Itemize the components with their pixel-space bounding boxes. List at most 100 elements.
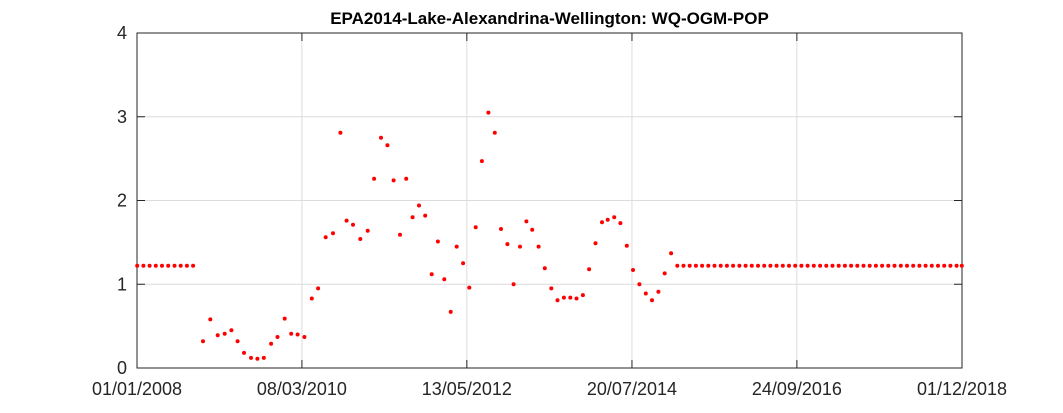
data-point — [892, 263, 897, 268]
data-point — [172, 263, 177, 268]
data-point — [718, 263, 723, 268]
data-point — [693, 263, 698, 268]
data-point — [222, 331, 227, 336]
data-point — [774, 263, 779, 268]
chart-title: EPA2014-Lake-Alexandrina-Wellington: WQ-… — [330, 9, 769, 28]
data-point — [724, 263, 729, 268]
data-point — [160, 263, 164, 268]
data-point — [358, 237, 363, 241]
data-point — [398, 232, 402, 237]
data-point — [467, 285, 472, 290]
data-point — [492, 130, 497, 135]
data-point — [780, 263, 785, 268]
data-point — [249, 355, 253, 360]
data-point — [338, 130, 343, 135]
data-point — [166, 263, 171, 268]
data-point — [929, 263, 934, 268]
data-point — [391, 178, 396, 183]
data-point — [675, 263, 680, 268]
data-point — [942, 263, 947, 268]
data-point — [824, 263, 829, 268]
data-point — [580, 293, 585, 298]
data-point — [650, 298, 654, 303]
data-point — [404, 176, 409, 181]
y-tick-label: 0 — [117, 358, 127, 378]
data-point — [954, 263, 959, 268]
x-tick-label: 13/05/2012 — [422, 379, 512, 399]
data-point — [417, 203, 421, 208]
data-point — [605, 217, 610, 222]
data-point — [499, 227, 503, 231]
data-point — [687, 263, 692, 268]
data-point — [255, 356, 260, 361]
data-point — [861, 263, 866, 268]
data-points — [135, 110, 964, 361]
data-point — [365, 228, 370, 233]
data-point — [643, 291, 648, 296]
data-point — [461, 261, 466, 266]
data-point — [385, 143, 390, 148]
data-point — [536, 244, 541, 249]
data-point — [911, 263, 916, 268]
data-point — [302, 335, 307, 339]
data-point — [309, 296, 314, 301]
data-point — [242, 350, 246, 355]
data-point — [842, 263, 847, 268]
data-point — [235, 339, 240, 344]
data-point — [511, 282, 516, 287]
data-point — [587, 267, 592, 272]
y-tick-label: 4 — [117, 23, 127, 43]
data-point — [147, 263, 152, 268]
data-point — [153, 263, 158, 268]
data-point — [624, 243, 629, 248]
data-point — [269, 341, 274, 346]
data-point — [423, 213, 428, 218]
data-point — [799, 263, 804, 268]
plot-frame — [136, 32, 963, 369]
data-point — [612, 215, 617, 220]
data-point — [886, 263, 891, 268]
data-point — [574, 296, 579, 301]
data-point — [201, 339, 205, 344]
data-point — [505, 242, 510, 247]
y-tick-labels: 0 1 2 3 4 — [117, 23, 127, 378]
x-tick-label: 01/01/2008 — [92, 379, 182, 399]
data-point — [524, 219, 529, 224]
data-point — [600, 220, 604, 225]
data-point — [379, 135, 383, 140]
data-point — [959, 263, 964, 268]
data-point — [549, 286, 554, 291]
data-point — [656, 289, 661, 294]
x-tick-label: 20/07/2014 — [587, 379, 677, 399]
data-point — [454, 244, 459, 249]
x-tick-labels: 01/01/2008 08/03/2010 13/05/2012 20/07/2014… — [92, 379, 1007, 399]
data-point — [555, 298, 560, 303]
data-point — [344, 218, 349, 223]
data-point — [568, 295, 573, 300]
x-tick-label: 01/12/2018 — [917, 379, 1007, 399]
data-point — [518, 244, 522, 249]
data-point — [316, 286, 321, 291]
data-point — [737, 263, 742, 268]
data-point — [331, 231, 335, 236]
data-point — [141, 263, 146, 268]
data-point — [923, 263, 928, 268]
data-point — [855, 263, 860, 268]
data-point — [836, 263, 841, 268]
data-point — [593, 241, 598, 246]
data-point — [295, 332, 300, 337]
data-point — [830, 263, 835, 268]
data-point — [818, 263, 823, 268]
data-point — [351, 222, 355, 227]
data-point — [867, 263, 872, 268]
data-point — [530, 227, 535, 232]
grid-lines — [137, 33, 962, 368]
data-point — [323, 235, 328, 240]
data-point — [669, 251, 674, 256]
data-point — [805, 263, 810, 268]
data-point — [936, 263, 940, 268]
data-point — [787, 263, 791, 268]
data-point — [631, 268, 635, 272]
data-point — [261, 355, 266, 360]
